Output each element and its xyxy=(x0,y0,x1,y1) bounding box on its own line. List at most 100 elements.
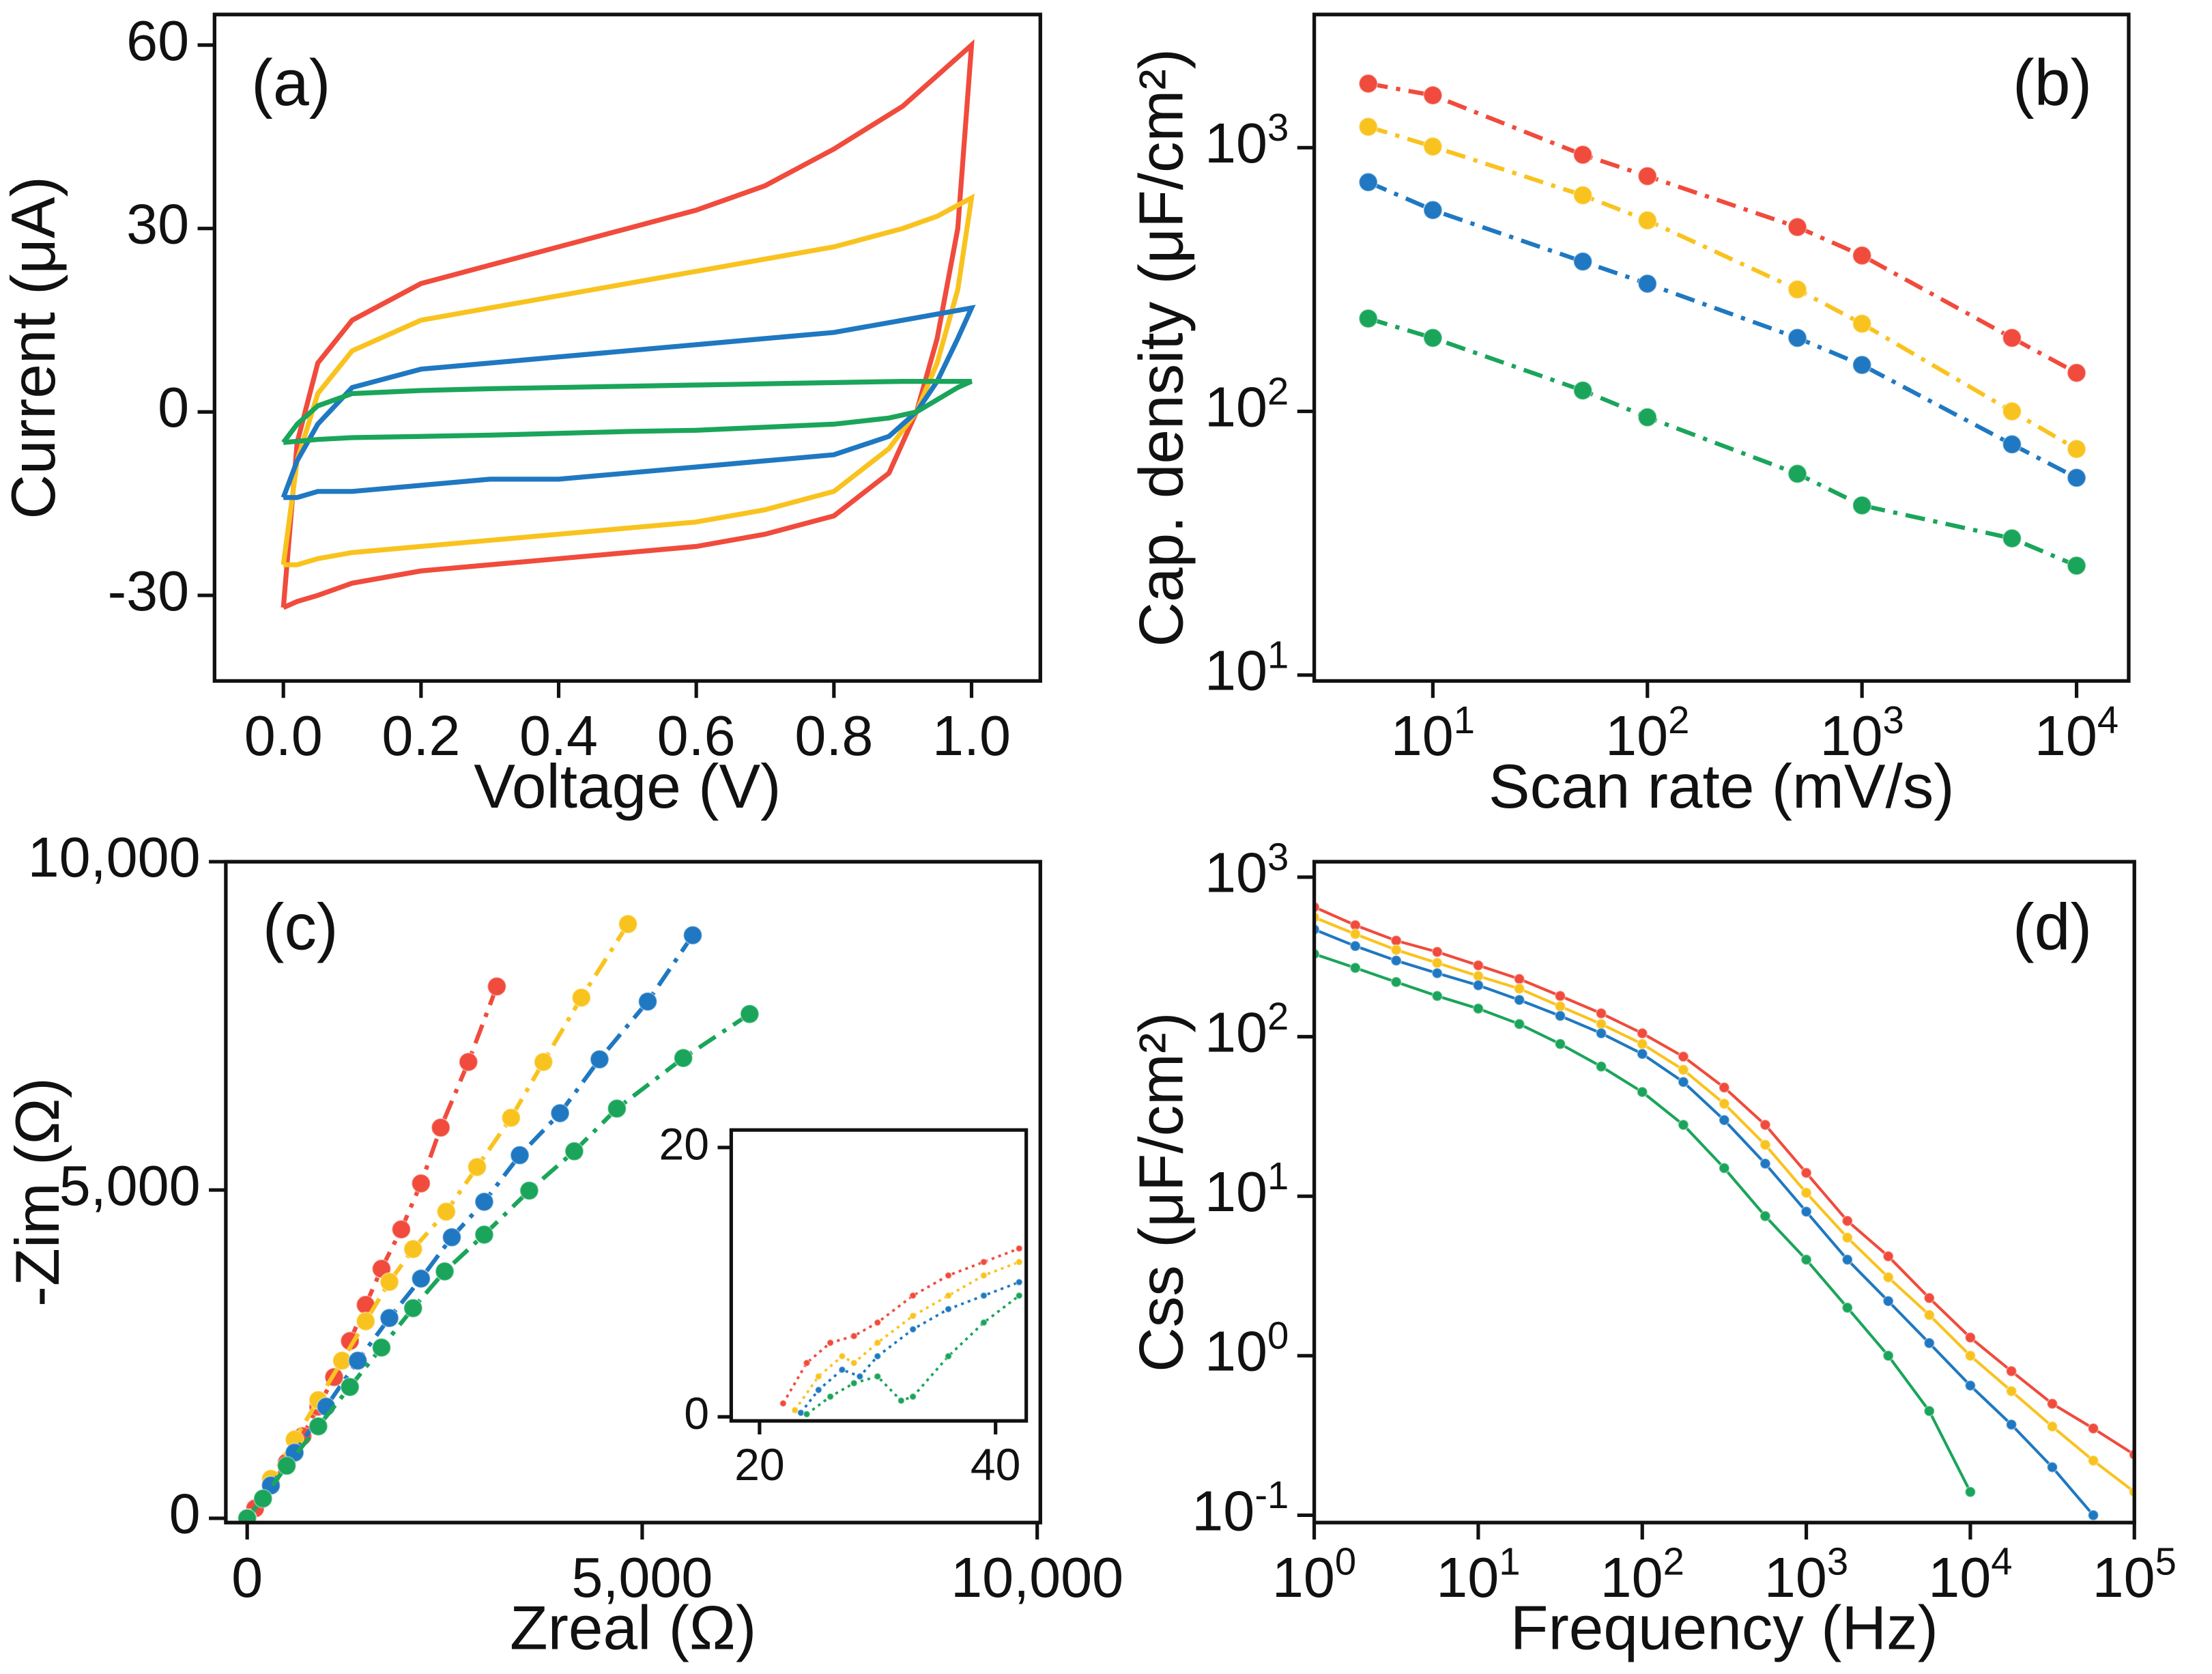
data-point xyxy=(1358,172,1379,193)
data-point xyxy=(2005,1365,2017,1377)
x-tick-label: 105 xyxy=(2093,1540,2177,1609)
data-point xyxy=(1636,1038,1648,1050)
data-point xyxy=(435,1261,455,1281)
x-tick-label: 5,000 xyxy=(571,1546,713,1609)
series-line xyxy=(1368,81,2078,375)
data-point xyxy=(2087,1509,2099,1521)
x-axis-label: Scan rate (mV/s) xyxy=(1489,752,1955,821)
y-tick-label: 60 xyxy=(126,9,189,72)
data-point xyxy=(1431,956,1443,969)
x-tick-label: 0.8 xyxy=(794,704,873,767)
series-line xyxy=(245,922,630,1520)
data-point xyxy=(1759,1157,1771,1169)
x-tick-label: 1.0 xyxy=(932,704,1011,767)
series-group xyxy=(237,914,760,1523)
data-point xyxy=(1800,1206,1813,1218)
data-point xyxy=(2046,1398,2058,1410)
data-point xyxy=(838,1352,846,1361)
data-point xyxy=(1422,328,1443,348)
data-point xyxy=(1595,1060,1607,1073)
x-tick-label: 40 xyxy=(971,1440,1021,1490)
data-point xyxy=(2002,328,2022,348)
y-tick-label: 0 xyxy=(158,375,189,439)
data-point xyxy=(850,1379,858,1387)
data-point xyxy=(637,991,658,1012)
data-point xyxy=(1431,990,1443,1002)
data-point xyxy=(403,1298,423,1318)
data-point xyxy=(1431,967,1443,979)
data-point xyxy=(1572,145,1593,165)
series-group xyxy=(1358,73,2087,576)
data-point xyxy=(850,1359,858,1367)
data-point xyxy=(1472,959,1484,971)
data-point xyxy=(1964,1350,1977,1362)
series-line xyxy=(1367,124,2078,451)
data-point xyxy=(501,1107,521,1128)
data-point xyxy=(403,1239,423,1260)
data-point xyxy=(2067,556,2087,576)
y-tick-label: 0 xyxy=(169,1482,201,1546)
data-point xyxy=(850,1332,858,1340)
data-point xyxy=(1882,1250,1895,1262)
data-point xyxy=(897,1396,906,1405)
data-point xyxy=(1637,407,1658,427)
data-point xyxy=(838,1365,846,1374)
plot-frame-top xyxy=(1312,12,2131,683)
plot-frame xyxy=(1312,12,2131,683)
data-point xyxy=(1349,928,1362,940)
data-point xyxy=(1841,1301,1854,1314)
panel-label: (c) xyxy=(263,892,339,964)
data-point xyxy=(564,1141,584,1161)
data-point xyxy=(571,987,592,1008)
data-point xyxy=(1572,185,1593,205)
data-point xyxy=(1677,1051,1689,1063)
data-point xyxy=(237,1508,257,1523)
data-point xyxy=(2005,1385,2017,1398)
data-point xyxy=(1964,1486,1977,1498)
data-point xyxy=(1759,1139,1771,1151)
data-point xyxy=(1841,1232,1854,1244)
data-point xyxy=(2067,363,2087,383)
series-line xyxy=(281,378,973,445)
data-point xyxy=(908,1291,917,1300)
data-point xyxy=(1637,274,1658,294)
data-point xyxy=(1636,1086,1648,1098)
data-point xyxy=(856,1372,864,1380)
data-point xyxy=(944,1305,953,1314)
data-point xyxy=(2067,468,2087,488)
data-point xyxy=(340,1377,360,1398)
data-point xyxy=(458,1052,478,1072)
x-axis-label: Frequency (Hz) xyxy=(1510,1594,1938,1663)
data-point xyxy=(1358,309,1379,329)
data-point xyxy=(510,1145,530,1165)
data-point xyxy=(474,1224,494,1245)
series-line xyxy=(1367,316,2078,568)
y-tick-label: 102 xyxy=(1205,369,1289,438)
series-line xyxy=(281,193,975,567)
y-tick-label: 103 xyxy=(1205,106,1289,175)
data-point xyxy=(411,1173,431,1193)
x-tick-label: 100 xyxy=(1272,1540,1356,1609)
data-point xyxy=(607,1098,627,1119)
series-line xyxy=(245,934,695,1520)
data-point xyxy=(1422,85,1443,106)
data-point xyxy=(2087,1454,2099,1466)
data-point xyxy=(1718,1114,1730,1126)
data-point xyxy=(1718,1162,1730,1174)
data-point xyxy=(739,1004,760,1024)
data-point xyxy=(1787,217,1808,238)
data-point xyxy=(2002,528,2022,549)
y-tick-label: 101 xyxy=(1205,633,1289,702)
data-point xyxy=(371,1337,392,1358)
data-point xyxy=(474,1191,494,1212)
data-point xyxy=(2046,1420,2058,1432)
data-point xyxy=(1422,137,1443,157)
data-point xyxy=(1923,1292,1936,1304)
x-tick-label: 0.6 xyxy=(657,704,736,767)
y-axis-label: Css (μF/cm²) xyxy=(1127,1012,1196,1372)
data-point xyxy=(308,1416,328,1436)
data-point xyxy=(1852,313,1872,334)
series-group xyxy=(779,1244,1024,1419)
